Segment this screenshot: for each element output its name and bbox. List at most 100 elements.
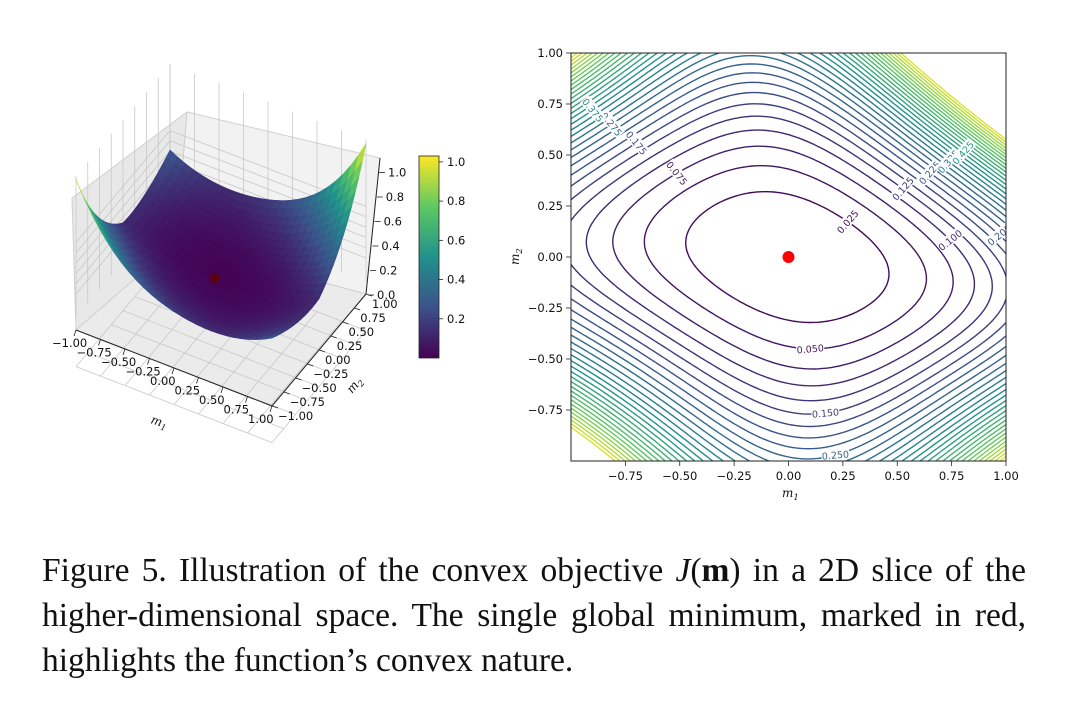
y-tick-label: −0.25	[313, 367, 348, 381]
colorbar-ticks: 0.2 0.4 0.6 0.8 1.0	[439, 155, 465, 326]
y-tick-label: 0.75	[537, 97, 563, 111]
x-tick-label: 0.00	[150, 374, 176, 388]
y-tick-label: −0.75	[528, 403, 563, 417]
x-tick-label: −0.75	[608, 469, 643, 483]
x-tick-label: 0.25	[830, 469, 856, 483]
contour-line	[571, 81, 1006, 439]
contour-line	[571, 103, 1006, 415]
contour-label: 0.250	[821, 449, 849, 462]
contour-label-bg	[935, 226, 965, 253]
y-tick-label: −0.25	[528, 301, 563, 315]
tick-mark	[342, 321, 349, 325]
contour-line	[571, 53, 1006, 461]
grid-line	[222, 311, 318, 424]
contour-line	[612, 145, 954, 370]
figure-panels: −1.00−0.75−0.50−0.250.000.250.500.751.00…	[52, 46, 1019, 503]
figure-caption: Figure 5. Illustration of the convex obj…	[42, 548, 1026, 683]
tick-mark	[73, 329, 77, 337]
contour-line	[571, 53, 1006, 461]
contour-line	[571, 53, 1006, 461]
tick-mark	[283, 391, 290, 395]
x-tick-label: 0.50	[884, 469, 910, 483]
y-tick-label: 0.50	[349, 325, 375, 339]
colorbar: 0.2 0.4 0.6 0.8 1.0	[418, 155, 465, 359]
contour-label-bg	[811, 405, 840, 420]
contour-label-bg	[795, 341, 825, 356]
z-tick-label: 0.4	[381, 239, 399, 253]
y-tick-label: 1.00	[537, 46, 563, 60]
surface	[75, 143, 367, 340]
contour-line	[571, 55, 1006, 461]
surface-y-ticks: −1.00−0.75−0.50−0.250.000.250.500.751.00	[271, 293, 398, 423]
minimum-marker	[782, 251, 795, 263]
tick-mark	[171, 367, 175, 375]
surface-x-label: m1	[148, 413, 169, 434]
colorbar-tick-label: 0.6	[447, 233, 465, 247]
surface-z-ticks: 0.0 0.2 0.4 0.6 0.8 1.0	[368, 166, 406, 302]
contour-y-label: m2	[508, 248, 525, 265]
surface-x-ticks: −1.00−0.75−0.50−0.250.000.250.500.751.00	[52, 329, 274, 426]
contour-line	[685, 191, 890, 324]
contour-label-bg	[820, 447, 850, 461]
tick-mark	[330, 335, 337, 339]
y-tick-label: 1.00	[372, 297, 398, 311]
y-tick-label: −1.00	[278, 409, 313, 423]
x-tick-label: −1.00	[52, 336, 87, 350]
contour-line	[571, 53, 1006, 461]
tick-mark	[271, 405, 279, 409]
tick-mark	[245, 396, 248, 403]
contour-label-bg	[623, 128, 650, 158]
tick-mark	[122, 348, 126, 356]
contour-x-ticks: −0.75 −0.50 −0.25 0.00 0.25 0.50 0.75 1.00	[608, 461, 1019, 483]
tick-mark	[295, 377, 302, 381]
contour-line	[571, 53, 1006, 461]
contour-line	[571, 115, 993, 402]
y-tick-label: 0.25	[337, 339, 363, 353]
contour-label-bg	[984, 221, 1006, 248]
contour-label-bg	[889, 174, 916, 203]
tick-mark	[318, 349, 326, 353]
x-tick-label: −0.50	[662, 469, 697, 483]
contour-label-bg	[580, 95, 607, 125]
contour-line	[571, 53, 1006, 461]
z-tick-label: 0.2	[379, 264, 397, 278]
tick-mark	[196, 377, 199, 384]
z-tick-label: 0.0	[377, 288, 395, 302]
contour-y-ticks: 1.00 0.75 0.50 0.25 0.00 −0.25 −0.50 −0.75	[528, 46, 571, 417]
tick-mark	[147, 358, 150, 365]
contour-line	[571, 53, 1006, 461]
colorbar-tick-label: 0.2	[447, 312, 465, 326]
contour-plot: 0.0250.0500.0750.1000.1250.1500.1750.200…	[508, 46, 1019, 503]
contour-line	[571, 53, 1006, 461]
contour-line	[571, 53, 1006, 461]
z-tick-label: 0.8	[386, 190, 404, 204]
y-tick-label: 0.25	[537, 199, 563, 213]
grid-line	[122, 310, 320, 387]
contour-label-bg	[664, 158, 691, 188]
x-tick-label: 0.75	[224, 403, 250, 417]
x-tick-label: −0.25	[717, 469, 752, 483]
caption-paren-close: )	[729, 552, 741, 589]
x-tick-label: 0.00	[776, 469, 802, 483]
caption-paren-open: (	[690, 552, 702, 589]
x-tick-label: 1.00	[248, 412, 274, 426]
tick-mark	[307, 363, 314, 367]
contour-lines	[571, 53, 1006, 461]
contour-line	[643, 165, 928, 350]
contour-label-bg	[834, 207, 861, 236]
x-tick-label: 0.25	[175, 384, 201, 398]
caption-text-1: Figure 5. Illustration of the convex obj…	[42, 552, 676, 589]
surface-patch	[264, 336, 276, 340]
colorbar-tick-label: 1.0	[447, 155, 465, 169]
contour-label: 0.150	[812, 407, 840, 420]
tick-mark	[98, 339, 101, 346]
grid-line	[271, 330, 367, 443]
x-tick-label: 1.00	[993, 469, 1019, 483]
contour-line	[571, 53, 1006, 461]
y-tick-label: −0.50	[528, 352, 563, 366]
y-tick-label: 0.50	[537, 148, 563, 162]
contour-line	[571, 53, 1006, 461]
colorbar-tick-label: 0.4	[447, 273, 465, 287]
x-tick-label: −0.75	[77, 346, 112, 360]
grid-line	[247, 320, 342, 434]
